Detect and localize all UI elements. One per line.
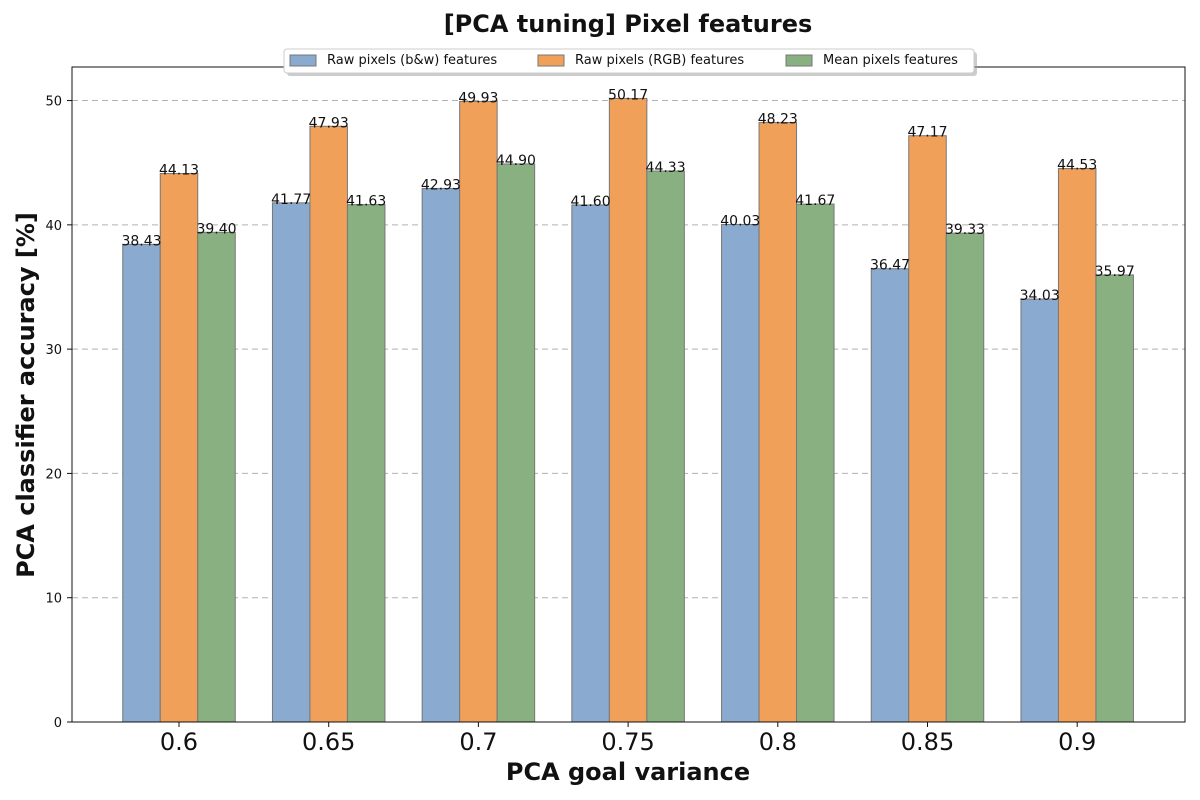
bar-1 bbox=[1020, 298, 1059, 723]
data-label: 44.90 bbox=[496, 153, 536, 169]
data-label: 41.60 bbox=[571, 194, 611, 210]
bar-2 bbox=[459, 100, 498, 723]
x-tick-label: 0.6 bbox=[160, 728, 198, 756]
data-label: 41.77 bbox=[271, 192, 311, 208]
data-label: 50.17 bbox=[608, 87, 648, 103]
chart-title: [PCA tuning] Pixel features bbox=[444, 10, 813, 38]
legend-swatch-3 bbox=[785, 54, 813, 67]
y-tick-label: 40 bbox=[45, 219, 62, 234]
data-label: 39.40 bbox=[196, 221, 236, 237]
legend-label-3: Mean pixels features bbox=[823, 53, 958, 68]
x-tick-label: 0.9 bbox=[1058, 728, 1096, 756]
bar-1 bbox=[122, 243, 161, 723]
data-label: 39.33 bbox=[945, 222, 985, 238]
data-label: 44.53 bbox=[1057, 158, 1097, 174]
bar-2 bbox=[608, 97, 648, 723]
data-label: 34.03 bbox=[1020, 288, 1060, 304]
bars bbox=[122, 97, 1134, 723]
bar-3 bbox=[1095, 274, 1134, 723]
bar-1 bbox=[721, 223, 760, 723]
data-label: 41.63 bbox=[346, 194, 386, 210]
x-tick-label: 0.8 bbox=[759, 728, 797, 756]
bar-3 bbox=[346, 204, 386, 723]
data-label: 40.03 bbox=[720, 213, 760, 229]
bar-3 bbox=[496, 163, 536, 723]
x-tick-label: 0.7 bbox=[459, 728, 497, 756]
data-label: 38.43 bbox=[121, 233, 161, 249]
data-label: 44.13 bbox=[159, 163, 199, 179]
bar-2 bbox=[908, 135, 947, 723]
bar-2 bbox=[1057, 168, 1097, 723]
y-tick-label: 50 bbox=[45, 95, 62, 110]
data-label: 44.33 bbox=[646, 160, 686, 176]
bar-3 bbox=[945, 232, 985, 723]
x-tick-label: 0.85 bbox=[901, 728, 954, 756]
data-label: 48.23 bbox=[758, 112, 798, 128]
bar-2 bbox=[309, 125, 348, 723]
data-label: 47.93 bbox=[309, 115, 349, 131]
bar-3 bbox=[796, 203, 835, 723]
legend-label-1: Raw pixels (b&w) features bbox=[327, 53, 497, 68]
x-axis-label: PCA goal variance bbox=[506, 758, 750, 786]
bar-1 bbox=[421, 187, 461, 723]
legend-label-2: Raw pixels (RGB) features bbox=[575, 53, 744, 68]
data-label: 42.93 bbox=[421, 177, 461, 193]
legend-swatch-1 bbox=[289, 54, 317, 67]
y-tick-label: 0 bbox=[54, 716, 62, 731]
bar-1 bbox=[571, 204, 610, 723]
y-axis-label: PCA classifier accuracy [%] bbox=[12, 212, 40, 578]
y-tick-label: 20 bbox=[45, 467, 62, 482]
bar-2 bbox=[758, 122, 798, 723]
x-axis-ticks: 0.6 0.65 0.7 0.75 0.8 0.85 0.9 bbox=[160, 722, 1096, 756]
x-tick-label: 0.75 bbox=[601, 728, 654, 756]
bar-1 bbox=[870, 268, 910, 723]
data-labels: 38.43 44.13 39.40 41.77 47.93 41.63 42.93 49.93… bbox=[121, 87, 1134, 304]
data-label: 49.93 bbox=[458, 90, 498, 106]
y-axis-ticks: 0 10 20 30 40 50 bbox=[45, 95, 72, 731]
bar-1 bbox=[271, 202, 311, 723]
legend: Raw pixels (b&w) features Raw pixels (RGB… bbox=[283, 48, 977, 76]
gridlines bbox=[72, 100, 1185, 599]
bar-3 bbox=[646, 170, 685, 723]
x-tick-label: 0.65 bbox=[302, 728, 355, 756]
data-label: 36.47 bbox=[870, 258, 910, 274]
y-tick-label: 30 bbox=[45, 343, 62, 358]
data-label: 35.97 bbox=[1095, 264, 1135, 280]
y-tick-label: 10 bbox=[45, 592, 62, 607]
legend-swatch-2 bbox=[537, 54, 565, 67]
data-label: 41.67 bbox=[795, 193, 835, 209]
data-label: 47.17 bbox=[907, 125, 947, 141]
bar-3 bbox=[197, 231, 236, 723]
bar-2 bbox=[159, 173, 199, 723]
